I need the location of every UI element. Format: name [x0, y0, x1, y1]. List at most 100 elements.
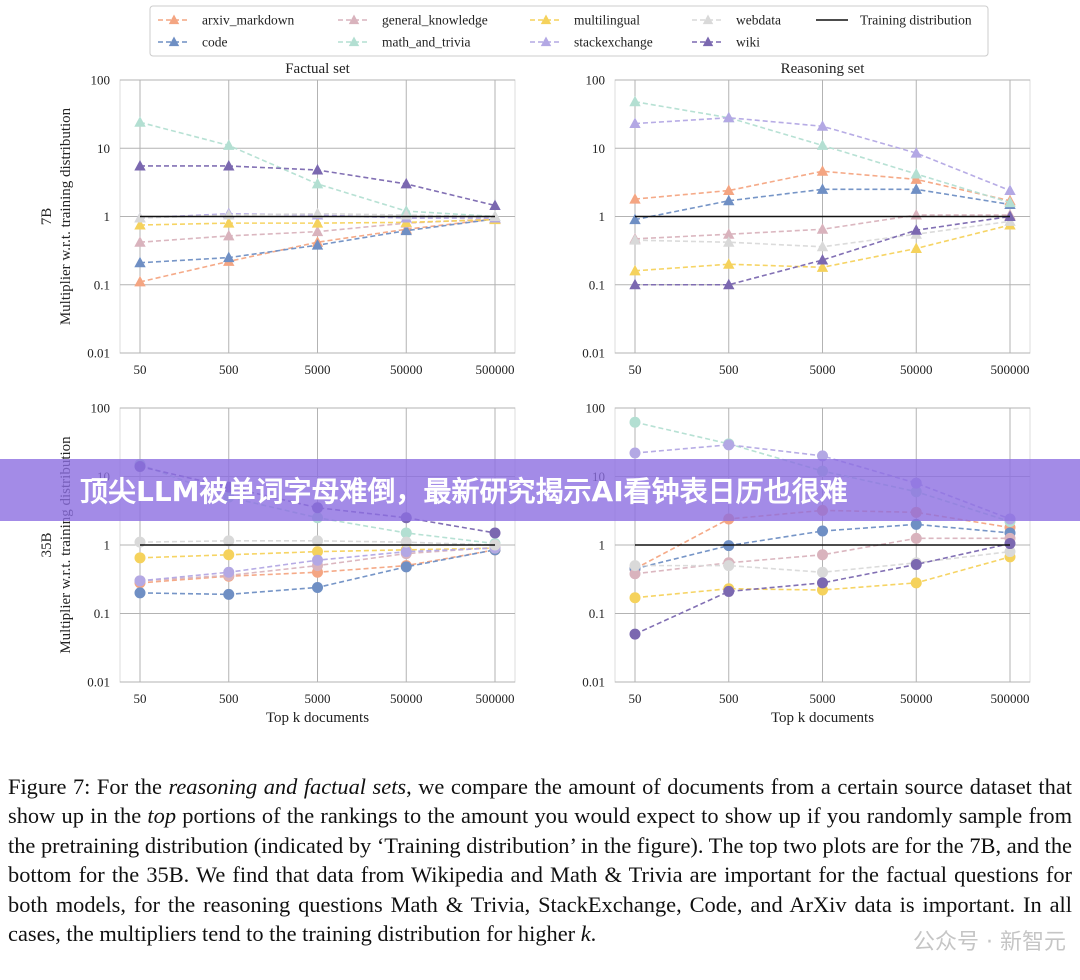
- data-point: [629, 447, 641, 459]
- y-tick-label: 0.01: [582, 675, 605, 690]
- y-tick-label: 10: [592, 141, 605, 156]
- data-point: [723, 236, 735, 247]
- data-point: [629, 95, 641, 107]
- data-point: [817, 450, 828, 462]
- data-point: [910, 532, 922, 544]
- data-point: [629, 628, 641, 640]
- caption-part-7: .: [590, 921, 597, 947]
- data-point: [723, 278, 735, 290]
- data-point: [816, 183, 829, 194]
- series-line: [634, 523, 1011, 570]
- data-point: [312, 554, 323, 566]
- legend-item-webdata: webdata: [692, 13, 781, 28]
- data-point: [1004, 546, 1016, 558]
- panel-factual-7b: 0.01 0.1 1 10 100 50 500 5000 50000 500000 Factual…: [39, 61, 516, 377]
- y-tick-label: 0.1: [589, 606, 605, 621]
- y-tick-label: 0.01: [582, 346, 605, 361]
- data-point: [312, 535, 323, 547]
- x-tick-label: 50: [629, 362, 642, 377]
- data-point: [817, 525, 828, 537]
- legend-label: webdata: [736, 13, 781, 28]
- caption-italic-3: k: [580, 921, 591, 947]
- legend-marker: [168, 14, 180, 25]
- series-wiki: [629, 210, 1016, 290]
- legend-item-code: code: [158, 35, 227, 50]
- data-point: [816, 254, 829, 265]
- panel-factual-35b: 0.010.111010050500500050000500000Top k d…: [39, 401, 516, 726]
- data-point: [629, 278, 641, 290]
- caption-italic-2: top: [147, 803, 177, 829]
- x-tick-label: 500: [219, 362, 239, 377]
- y-axis-label: Multiplier w.r.t. training distribution: [58, 107, 74, 325]
- panel-reasoning-35b: 0.010.111010050500500050000500000Top k d…: [582, 401, 1031, 726]
- data-point: [910, 558, 922, 570]
- panel-title: Reasoning set: [781, 61, 866, 77]
- data-point: [629, 264, 641, 276]
- figure-caption: Figure 7: For the reasoning and factual …: [8, 772, 1072, 948]
- legend-item-multilingual: multilingual: [530, 13, 640, 28]
- legend-item-arxiv-markdown: arxiv_markdown: [158, 13, 294, 28]
- data-point: [134, 212, 146, 223]
- data-point: [223, 588, 235, 600]
- x-tick-label: 500: [719, 362, 739, 377]
- x-tick-label: 500000: [991, 362, 1030, 377]
- y-tick-label: 100: [91, 73, 111, 88]
- data-point: [223, 566, 235, 578]
- y-tick-label: 0.1: [589, 277, 605, 292]
- data-point: [816, 240, 829, 252]
- legend-item-training-distribution: Training distribution: [816, 13, 972, 28]
- series-line: [139, 218, 496, 283]
- data-point: [910, 577, 922, 589]
- y-tick-label: 0.1: [94, 277, 110, 292]
- x-tick-label: 50000: [390, 362, 423, 377]
- x-tick-label: 500000: [476, 691, 515, 706]
- data-point: [311, 225, 324, 237]
- y-tick-label: 100: [586, 401, 606, 416]
- row-label: 35B: [39, 532, 55, 557]
- data-point: [629, 193, 641, 204]
- series-line: [635, 215, 1011, 286]
- data-point: [400, 177, 412, 189]
- legend-label: math_and_trivia: [382, 35, 470, 50]
- data-point: [723, 184, 735, 196]
- data-point: [134, 575, 146, 587]
- caption-part-3: , we compare the amount of documents fro…: [8, 774, 1072, 829]
- x-tick-label: 50: [134, 691, 147, 706]
- row-label: 7B: [39, 208, 55, 226]
- headline-text: 顶尖LLM被单词字母难倒，最新研究揭示AI看钟表日历也很难: [80, 475, 848, 508]
- caption-part-1: Figure 7: For the: [8, 774, 169, 799]
- data-point: [134, 219, 146, 230]
- data-point: [312, 546, 323, 558]
- data-point: [817, 566, 828, 578]
- x-tick-label: 50000: [390, 691, 423, 706]
- data-point: [910, 242, 922, 253]
- data-point: [816, 261, 829, 272]
- data-point: [311, 217, 324, 228]
- data-point: [629, 592, 641, 604]
- x-tick-label: 500: [219, 691, 239, 706]
- data-point: [400, 224, 412, 236]
- legend-label: wiki: [736, 35, 760, 50]
- legend-label: code: [202, 35, 227, 50]
- data-point: [629, 416, 641, 428]
- data-point: [1004, 196, 1016, 208]
- y-tick-label: 1: [599, 538, 606, 553]
- data-point: [400, 561, 412, 573]
- legend-marker: [348, 14, 360, 25]
- data-point: [223, 251, 235, 263]
- data-point: [910, 209, 922, 220]
- data-point: [1004, 538, 1016, 550]
- x-axis-label: Top k documents: [266, 710, 369, 726]
- data-point: [134, 256, 146, 268]
- legend-frame: [149, 5, 989, 57]
- data-point: [816, 139, 829, 150]
- data-point: [817, 549, 828, 561]
- legend-label: multilingual: [574, 13, 640, 28]
- y-tick-label: 0.01: [87, 675, 110, 690]
- data-point: [629, 234, 641, 245]
- data-point: [1004, 184, 1016, 196]
- caption-part-5: portions of the rankings to the amount y…: [8, 803, 1072, 947]
- data-point: [311, 164, 324, 175]
- data-point: [910, 224, 922, 235]
- data-point: [723, 560, 735, 572]
